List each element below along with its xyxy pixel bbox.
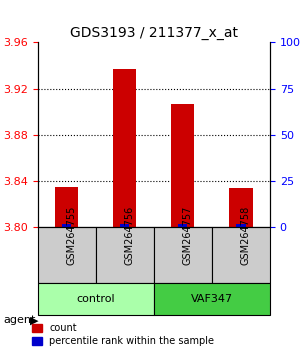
Text: ▶: ▶ <box>30 315 38 325</box>
Text: GSM264758: GSM264758 <box>241 206 251 265</box>
Text: VAF347: VAF347 <box>191 294 233 304</box>
Bar <box>236 224 246 227</box>
FancyBboxPatch shape <box>38 227 96 283</box>
Bar <box>55 187 78 227</box>
Bar <box>113 69 136 227</box>
Bar <box>178 224 188 227</box>
FancyBboxPatch shape <box>38 283 154 315</box>
Text: control: control <box>76 294 115 304</box>
Text: GSM264755: GSM264755 <box>67 206 76 265</box>
Bar <box>120 224 129 227</box>
Text: GSM264756: GSM264756 <box>125 206 135 265</box>
Title: GDS3193 / 211377_x_at: GDS3193 / 211377_x_at <box>70 26 238 40</box>
FancyBboxPatch shape <box>96 227 154 283</box>
Text: agent: agent <box>3 315 35 325</box>
Text: GSM264757: GSM264757 <box>183 206 193 265</box>
FancyBboxPatch shape <box>154 227 212 283</box>
FancyBboxPatch shape <box>212 227 270 283</box>
Bar <box>171 104 194 227</box>
FancyBboxPatch shape <box>154 283 270 315</box>
Bar <box>229 188 253 227</box>
Legend: count, percentile rank within the sample: count, percentile rank within the sample <box>29 320 217 349</box>
Bar <box>62 224 71 227</box>
